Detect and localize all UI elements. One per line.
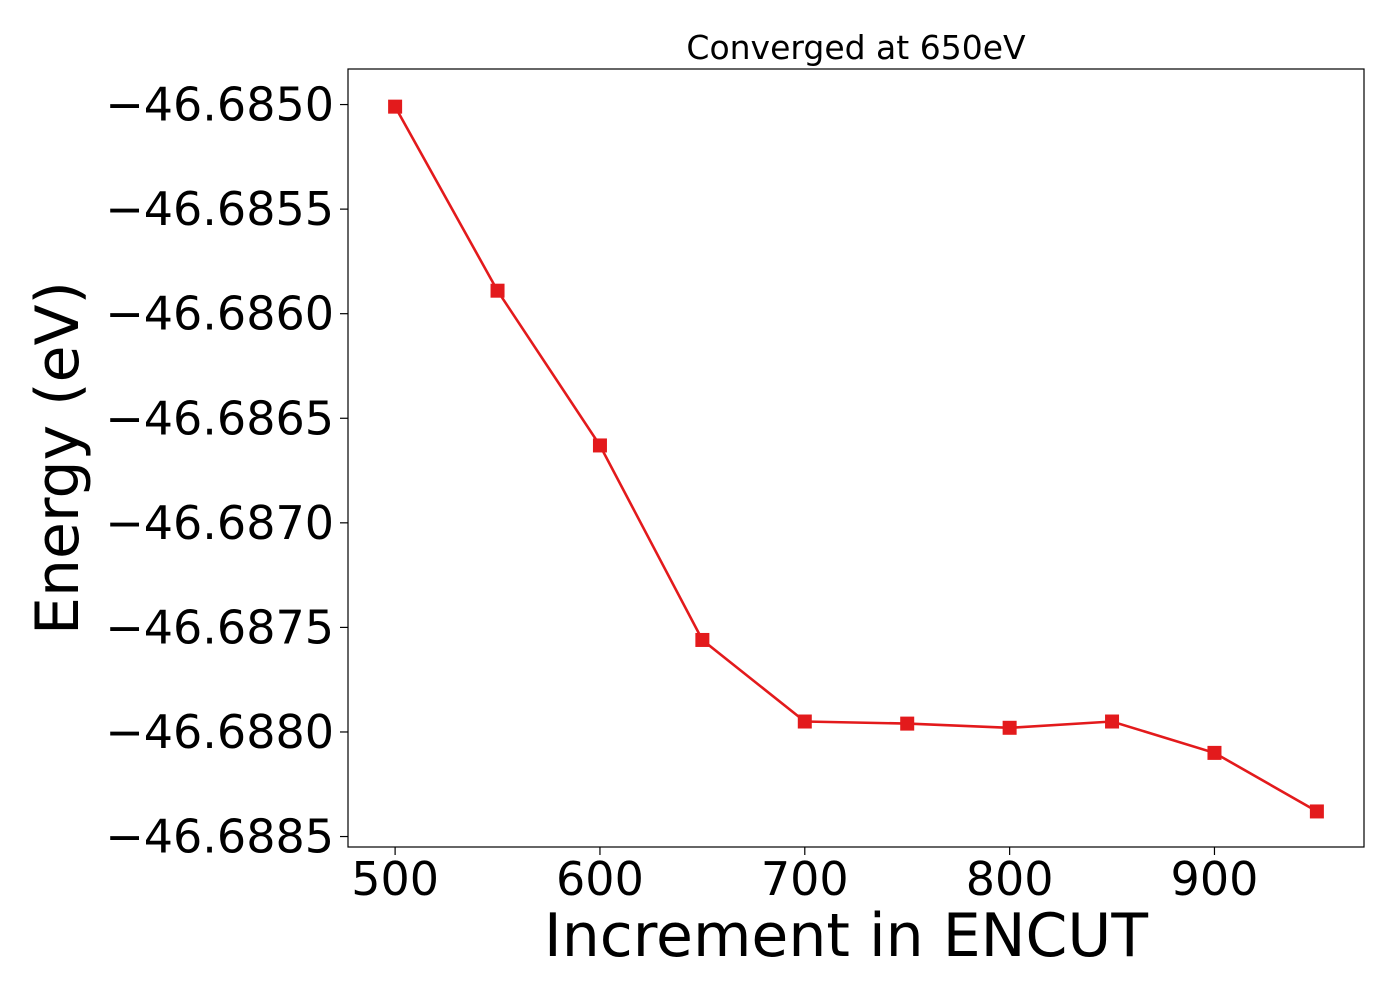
data-point-marker	[695, 632, 710, 647]
y-tick-label: −46.6880	[105, 705, 334, 759]
y-tick-label: −46.6870	[105, 496, 334, 550]
y-tick-label: −46.6875	[105, 600, 334, 654]
data-point-marker	[592, 438, 607, 453]
x-axis: 500 600 700 800 900	[351, 847, 1258, 906]
plot-area	[388, 99, 1324, 819]
data-point-marker	[1309, 804, 1324, 819]
y-tick-label: −46.6865	[105, 391, 334, 445]
y-tick-label: −46.6855	[105, 182, 334, 236]
data-point-marker	[388, 99, 403, 114]
y-tick-label: −46.6850	[105, 78, 334, 132]
x-tick-label: 800	[966, 852, 1054, 906]
y-tick-label: −46.6860	[105, 287, 334, 341]
data-point-marker	[1105, 714, 1120, 729]
data-point-marker	[1207, 745, 1222, 760]
series-line	[393, 105, 1318, 813]
x-tick-label: 900	[1171, 852, 1259, 906]
data-point-marker	[490, 283, 505, 298]
y-axis-label: Energy (eV)	[23, 281, 93, 635]
x-tick-label: 600	[556, 852, 644, 906]
plot-frame	[347, 68, 1365, 848]
y-tick-label: −46.6885	[105, 810, 334, 864]
data-point-marker	[900, 716, 915, 731]
y-axis: −46.6850 −46.6855 −46.6860 −46.6865 −46.6870…	[105, 78, 348, 864]
x-axis-label: Increment in ENCUT	[544, 901, 1148, 971]
data-point-marker	[797, 714, 812, 729]
x-tick-label: 700	[761, 852, 849, 906]
chart-title: Converged at 650eV	[686, 28, 1026, 67]
data-point-marker	[1002, 720, 1017, 735]
x-tick-label: 500	[351, 852, 439, 906]
